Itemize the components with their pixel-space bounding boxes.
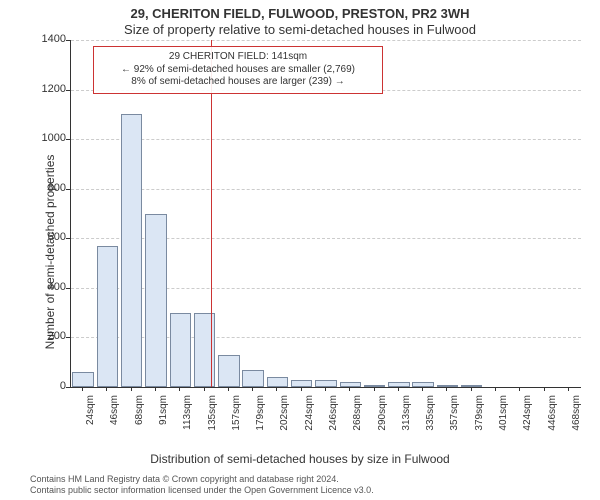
y-tick-mark	[66, 139, 70, 140]
y-tick-label: 1000	[34, 132, 66, 144]
bar	[72, 372, 93, 387]
y-axis-label: Number of semi-detached properties	[43, 102, 57, 402]
x-tick-label: 468sqm	[571, 395, 582, 435]
x-tick-label: 202sqm	[279, 395, 290, 435]
x-tick-label: 446sqm	[547, 395, 558, 435]
x-tick-mark	[544, 387, 545, 391]
title-line-2: Size of property relative to semi-detach…	[0, 22, 600, 37]
y-tick-label: 1400	[34, 33, 66, 45]
x-tick-mark	[106, 387, 107, 391]
grid-line	[71, 40, 581, 41]
x-tick-mark	[276, 387, 277, 391]
bar	[242, 370, 263, 387]
x-tick-label: 357sqm	[449, 395, 460, 435]
marker-box-line-3: 8% of semi-detached houses are larger (2…	[131, 76, 344, 87]
x-tick-label: 246sqm	[328, 395, 339, 435]
y-tick-mark	[66, 90, 70, 91]
x-tick-label: 224sqm	[304, 395, 315, 435]
marker-box-line-2: ← 92% of semi-detached houses are smalle…	[121, 64, 355, 75]
x-tick-mark	[495, 387, 496, 391]
footer-line-2: Contains public sector information licen…	[30, 485, 374, 495]
x-tick-mark	[471, 387, 472, 391]
bar	[315, 380, 336, 387]
x-tick-label: 268sqm	[352, 395, 363, 435]
x-tick-label: 113sqm	[182, 395, 193, 435]
x-tick-mark	[374, 387, 375, 391]
bar	[218, 355, 239, 387]
y-tick-mark	[66, 387, 70, 388]
footer-attribution: Contains HM Land Registry data © Crown c…	[30, 474, 374, 496]
marker-annotation-box: 29 CHERITON FIELD: 141sqm ← 92% of semi-d…	[93, 46, 383, 94]
x-tick-mark	[349, 387, 350, 391]
x-tick-mark	[325, 387, 326, 391]
bar	[291, 380, 312, 387]
chart-container: 29, CHERITON FIELD, FULWOOD, PRESTON, PR…	[0, 0, 600, 500]
x-tick-mark	[179, 387, 180, 391]
y-tick-label: 1200	[34, 83, 66, 95]
y-tick-label: 0	[34, 380, 66, 392]
bar	[267, 377, 288, 387]
grid-line	[71, 189, 581, 190]
bar	[121, 114, 142, 387]
x-tick-label: 135sqm	[207, 395, 218, 435]
x-tick-mark	[446, 387, 447, 391]
x-tick-mark	[398, 387, 399, 391]
x-axis-label: Distribution of semi-detached houses by …	[0, 452, 600, 466]
x-tick-mark	[422, 387, 423, 391]
bar	[170, 313, 191, 387]
y-tick-mark	[66, 189, 70, 190]
footer-line-1: Contains HM Land Registry data © Crown c…	[30, 474, 339, 484]
bar	[145, 214, 166, 388]
x-tick-label: 424sqm	[522, 395, 533, 435]
x-tick-label: 179sqm	[255, 395, 266, 435]
title-line-1: 29, CHERITON FIELD, FULWOOD, PRESTON, PR…	[0, 6, 600, 21]
x-tick-label: 46sqm	[109, 395, 120, 435]
x-tick-mark	[301, 387, 302, 391]
y-tick-mark	[66, 288, 70, 289]
plot-area: 29 CHERITON FIELD: 141sqm ← 92% of semi-d…	[70, 40, 581, 388]
x-tick-label: 24sqm	[85, 395, 96, 435]
x-tick-mark	[82, 387, 83, 391]
x-tick-mark	[155, 387, 156, 391]
y-tick-mark	[66, 337, 70, 338]
y-tick-mark	[66, 238, 70, 239]
x-tick-mark	[228, 387, 229, 391]
x-tick-label: 68sqm	[134, 395, 145, 435]
x-tick-label: 401sqm	[498, 395, 509, 435]
y-tick-label: 400	[34, 281, 66, 293]
y-tick-mark	[66, 40, 70, 41]
x-tick-label: 335sqm	[425, 395, 436, 435]
y-tick-label: 600	[34, 231, 66, 243]
grid-line	[71, 139, 581, 140]
x-tick-mark	[519, 387, 520, 391]
x-tick-mark	[131, 387, 132, 391]
x-tick-label: 379sqm	[474, 395, 485, 435]
y-tick-label: 800	[34, 182, 66, 194]
x-tick-label: 290sqm	[377, 395, 388, 435]
x-tick-label: 91sqm	[158, 395, 169, 435]
bar	[97, 246, 118, 387]
x-tick-label: 313sqm	[401, 395, 412, 435]
x-tick-label: 157sqm	[231, 395, 242, 435]
x-tick-mark	[204, 387, 205, 391]
x-tick-mark	[568, 387, 569, 391]
marker-box-line-1: 29 CHERITON FIELD: 141sqm	[169, 51, 307, 62]
x-tick-mark	[252, 387, 253, 391]
y-tick-label: 200	[34, 330, 66, 342]
